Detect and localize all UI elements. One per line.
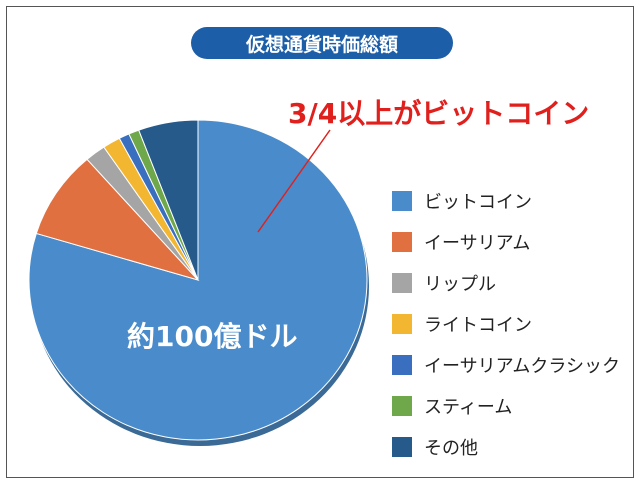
legend-item: ビットコイン <box>392 180 620 221</box>
legend: ビットコイン イーサリアム リップルライトコインイーサリアムクラシック スティームその… <box>392 180 620 467</box>
legend-item: イーサリアム <box>392 221 620 262</box>
legend-label: スティーム <box>424 396 513 418</box>
legend-item: リップル <box>392 262 620 303</box>
center-label: 約100億ドル <box>127 320 298 353</box>
legend-item: イーサリアムクラシック <box>392 344 620 385</box>
legend-swatch <box>392 354 412 375</box>
legend-label: その他 <box>424 437 478 459</box>
pie-slice <box>35 158 200 281</box>
legend-item: その他 <box>392 426 620 467</box>
legend-label: イーサリアム <box>424 232 531 254</box>
chart-title: 仮想通貨時価総額 <box>191 27 453 59</box>
legend-item: スティーム <box>392 385 620 426</box>
legend-swatch <box>392 313 412 334</box>
legend-swatch <box>392 190 412 211</box>
legend-swatch <box>392 436 412 457</box>
legend-label: ビットコイン <box>424 191 532 213</box>
legend-swatch <box>392 272 412 293</box>
legend-swatch <box>392 231 412 252</box>
legend-swatch <box>392 395 412 416</box>
annotation-text: 3/4以上がビットコイン <box>288 97 590 130</box>
legend-label: リップル <box>424 273 496 295</box>
pie-slice <box>138 119 199 281</box>
legend-item: ライトコイン <box>392 303 620 344</box>
legend-label: イーサリアムクラシック <box>424 355 621 377</box>
annotation-leader-line <box>257 129 331 233</box>
legend-label: ライトコイン <box>424 314 532 336</box>
